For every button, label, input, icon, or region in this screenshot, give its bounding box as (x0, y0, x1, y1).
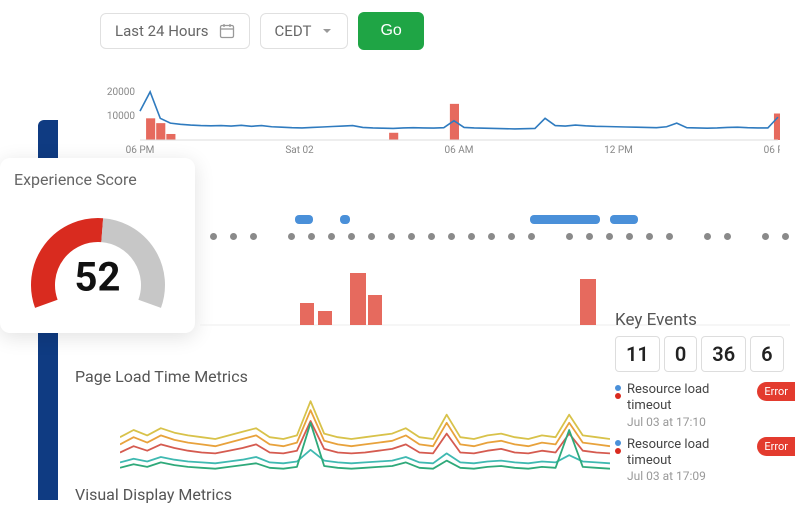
score-value: 52 (75, 253, 121, 300)
svg-text:06 AM: 06 AM (445, 145, 474, 155)
svg-text:06 PM: 06 PM (764, 145, 780, 155)
svg-text:10000: 10000 (107, 111, 135, 122)
timeline-dot (368, 233, 375, 240)
key-event-item[interactable]: Resource load timeoutJul 03 at 17:09 Erro… (615, 437, 795, 486)
timeline-segment (530, 215, 600, 224)
timeline-dot (586, 233, 593, 240)
timeline-dot (468, 233, 475, 240)
timeline-dot (210, 233, 217, 240)
timeline-dot (428, 233, 435, 240)
key-events-title: Key Events (615, 310, 795, 330)
timeline-dot (288, 233, 295, 240)
svg-text:Sat 02: Sat 02 (285, 145, 314, 155)
key-events-counts: 110366 (615, 336, 795, 372)
timeline-dot (488, 233, 495, 240)
overview-chart: 20000 10000 06 PM Sat 02 06 AM 12 PM 06 PM (100, 85, 780, 155)
timeline-dot (626, 233, 633, 240)
caret-down-icon (321, 25, 333, 37)
timeline-dot (448, 233, 455, 240)
calendar-icon (219, 23, 235, 39)
error-badge: Error (757, 437, 795, 456)
timeline-dot (508, 233, 515, 240)
score-gauge: 52 (18, 195, 178, 315)
event-text: Resource load timeoutJul 03 at 17:10 (627, 382, 751, 431)
timeline-dot (230, 233, 237, 240)
timeline-dot (328, 233, 335, 240)
timeline-dot (646, 233, 653, 240)
timeline-dot (724, 233, 731, 240)
timeline-dot (704, 233, 711, 240)
timeline-dot (666, 233, 673, 240)
timeline-segment (340, 215, 350, 224)
experience-score-card: Experience Score 52 (0, 158, 195, 333)
timeline-dot (408, 233, 415, 240)
event-indicator-icon (615, 382, 621, 399)
time-range-dropdown[interactable]: Last 24 Hours (100, 13, 250, 49)
timeline-dot (308, 233, 315, 240)
event-count-box[interactable]: 6 (750, 336, 783, 372)
svg-text:12 PM: 12 PM (604, 145, 633, 155)
event-count-box[interactable]: 36 (701, 336, 746, 372)
timeline-dot (250, 233, 257, 240)
top-controls: Last 24 Hours CEDT Go (100, 12, 424, 50)
event-indicator-icon (615, 437, 621, 454)
svg-text:06 PM: 06 PM (126, 145, 155, 155)
timeline-dot (782, 233, 789, 240)
timeline-dot (606, 233, 613, 240)
timezone-label: CEDT (275, 22, 312, 40)
svg-text:20000: 20000 (107, 87, 135, 98)
plt-title: Page Load Time Metrics (75, 367, 248, 386)
timeline-dot (528, 233, 535, 240)
timezone-dropdown[interactable]: CEDT (260, 13, 349, 49)
event-text: Resource load timeoutJul 03 at 17:09 (627, 437, 751, 486)
event-count-box[interactable]: 0 (664, 336, 697, 372)
go-button[interactable]: Go (358, 12, 423, 50)
key-event-item[interactable]: Resource load timeoutJul 03 at 17:10 Erro… (615, 382, 795, 431)
page-load-time-chart (120, 385, 610, 475)
event-count-box[interactable]: 11 (615, 336, 660, 372)
timeline-segment (610, 215, 638, 224)
timeline-dot (388, 233, 395, 240)
time-range-label: Last 24 Hours (115, 22, 209, 40)
timeline-segment (295, 215, 313, 224)
timeline-dot (762, 233, 769, 240)
timeline-dot (348, 233, 355, 240)
timeline-dot (566, 233, 573, 240)
vdm-title: Visual Display Metrics (75, 485, 232, 504)
event-timeline (200, 215, 790, 255)
error-badge: Error (757, 382, 795, 401)
score-title: Experience Score (14, 170, 181, 189)
key-events-panel: Key Events 110366 Resource load timeoutJ… (615, 310, 795, 492)
